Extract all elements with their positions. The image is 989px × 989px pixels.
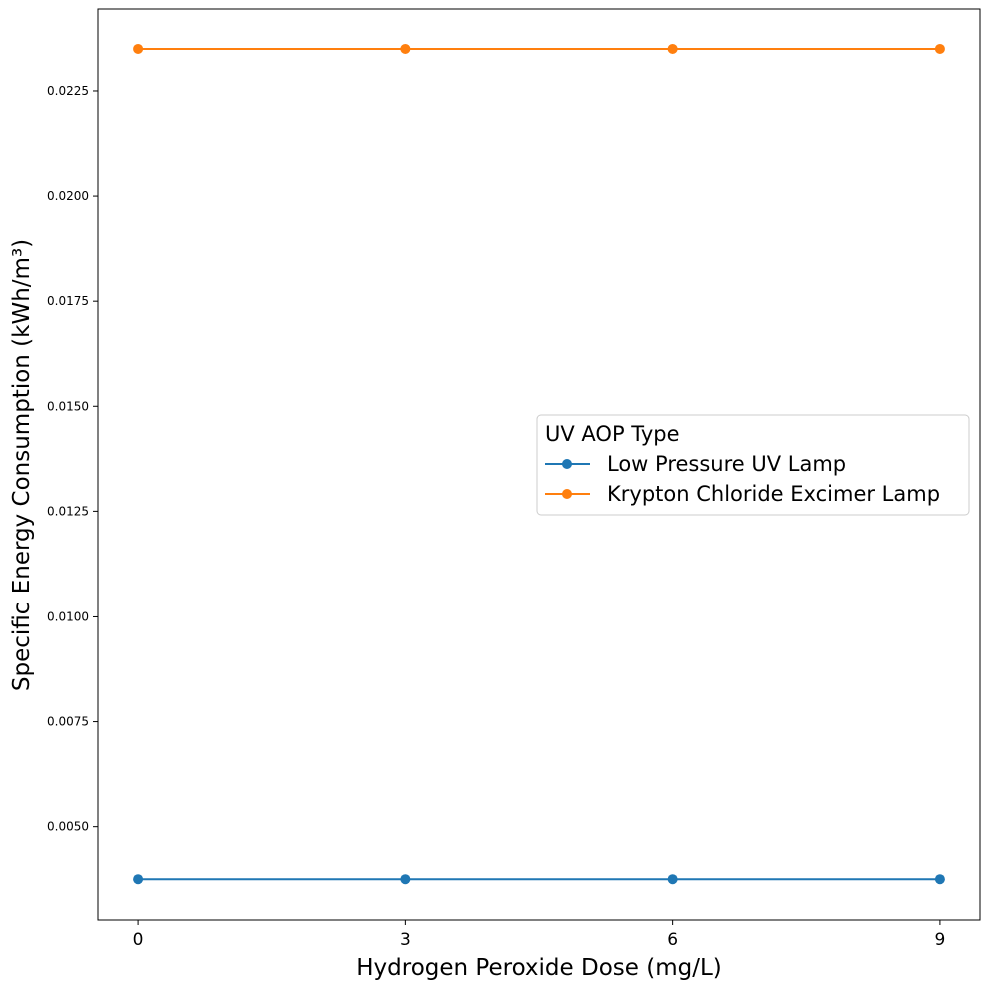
y-tick-label: 0.0050 <box>47 820 89 834</box>
series-layer <box>133 43 945 885</box>
legend-entry-krypton-chloride: Krypton Chloride Excimer Lamp <box>545 482 940 506</box>
y-tick-label: 0.0150 <box>47 399 89 413</box>
legend-entry-low-pressure: Low Pressure UV Lamp <box>545 452 846 476</box>
legend-marker-krypton-chloride <box>562 489 572 499</box>
data-point-low-pressure-uv-lamp <box>667 874 678 885</box>
x-axis-title: Hydrogen Peroxide Dose (mg/L) <box>356 955 721 981</box>
x-tick-label: 0 <box>133 930 144 950</box>
y-axis-ticks: 0.0050 0.0075 0.0100 0.0125 0.0150 0.0175 0.02… <box>47 84 98 834</box>
data-point-low-pressure-uv-lamp <box>400 874 411 885</box>
x-tick-label: 9 <box>934 930 945 950</box>
x-tick-label: 3 <box>400 930 411 950</box>
y-tick-label: 0.0075 <box>47 715 89 729</box>
data-point-krypton-chloride-excimer-lamp <box>667 43 678 54</box>
legend-label-low-pressure: Low Pressure UV Lamp <box>607 452 846 476</box>
x-tick-label: 6 <box>667 930 678 950</box>
legend-box <box>536 414 970 516</box>
data-point-low-pressure-uv-lamp <box>934 874 945 885</box>
x-axis-ticks: 0 3 6 9 <box>133 920 945 950</box>
data-point-krypton-chloride-excimer-lamp <box>400 43 411 54</box>
y-axis-title: Specific Energy Consumption (kWh/m³) <box>9 239 35 691</box>
legend-marker-low-pressure <box>562 459 572 469</box>
y-tick-label: 0.0225 <box>47 84 89 98</box>
plot-frame <box>97 8 981 921</box>
y-tick-label: 0.0125 <box>47 504 89 518</box>
y-tick-label: 0.0100 <box>47 609 89 623</box>
legend: UV AOP Type Low Pressure UV Lamp Krypton… <box>536 414 970 516</box>
legend-title: UV AOP Type <box>545 422 680 446</box>
data-point-low-pressure-uv-lamp <box>133 874 144 885</box>
data-point-krypton-chloride-excimer-lamp <box>934 43 945 54</box>
y-tick-label: 0.0200 <box>47 189 89 203</box>
y-tick-label: 0.0175 <box>47 294 89 308</box>
data-point-krypton-chloride-excimer-lamp <box>133 43 144 54</box>
legend-label-krypton-chloride: Krypton Chloride Excimer Lamp <box>607 482 940 506</box>
